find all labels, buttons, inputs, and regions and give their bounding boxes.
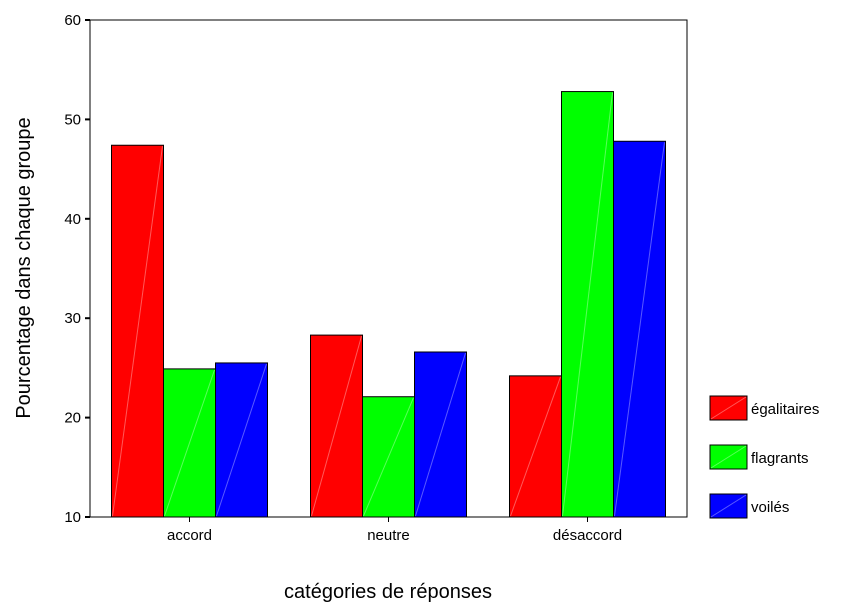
legend-swatch-hatch: [710, 396, 747, 420]
legend-label-2: voilés: [751, 499, 789, 516]
x-axis: accord neutre désaccord: [167, 517, 622, 544]
legend-swatch-0: [709, 395, 748, 421]
y-tick-label: 50: [64, 111, 81, 128]
bar-hatch: [510, 376, 561, 517]
y-tick-label: 40: [64, 211, 81, 228]
x-tick-label: accord: [167, 527, 212, 544]
bar-1-2: [561, 91, 614, 518]
x-tick-label: désaccord: [553, 527, 622, 544]
legend: égalitaires flagrants voilés: [709, 395, 819, 519]
x-tick-label: neutre: [367, 527, 410, 544]
bar-0-2: [509, 375, 562, 518]
y-axis-title: Pourcentage dans chaque groupe: [13, 117, 35, 418]
y-tick-label: 20: [64, 410, 81, 427]
bar-hatch: [614, 142, 665, 517]
bar-0-0: [111, 144, 164, 518]
bar-hatch: [311, 335, 362, 517]
bar-2-1: [414, 351, 467, 518]
bar-2-0: [215, 362, 268, 518]
bar-hatch: [112, 146, 163, 517]
bar-hatch: [164, 369, 215, 517]
bar-hatch: [415, 352, 466, 517]
bar-1-1: [362, 396, 415, 518]
legend-label-0: égalitaires: [751, 401, 819, 418]
y-tick-label: 60: [64, 12, 81, 29]
legend-swatch-2: [709, 493, 748, 519]
bar-2-2: [613, 140, 666, 518]
bar-hatch: [363, 397, 414, 517]
legend-swatch-1: [709, 444, 748, 470]
legend-swatch-hatch: [710, 445, 747, 469]
y-tick-label: 10: [64, 509, 81, 526]
legend-swatch-hatch: [710, 494, 747, 518]
y-axis: 10 20 30 40 50 60: [64, 12, 90, 526]
bar-hatch: [562, 92, 613, 517]
bar-hatch: [216, 363, 267, 517]
y-tick-label: 30: [64, 310, 81, 327]
bars-group: [111, 91, 666, 518]
x-axis-title: catégories de réponses: [284, 581, 492, 603]
legend-label-1: flagrants: [751, 450, 809, 467]
bar-0-1: [310, 334, 363, 518]
